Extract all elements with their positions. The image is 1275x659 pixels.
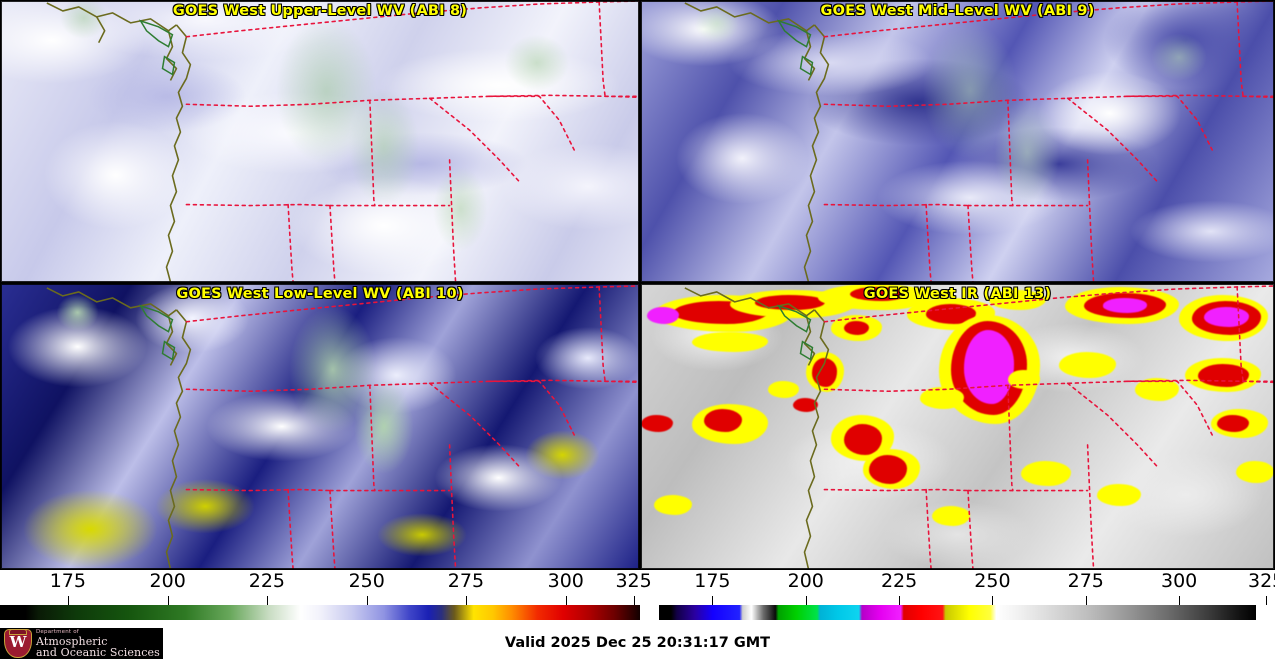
wv-tick-label-175: 175 bbox=[49, 570, 86, 592]
wv-tick-label-225: 225 bbox=[248, 570, 286, 592]
panel-grid: GOES West Upper-Level WV (ABI 8) bbox=[0, 0, 1275, 570]
ir-tick-label-225: 225 bbox=[880, 570, 918, 592]
ir-tick-label-250: 250 bbox=[974, 570, 1011, 592]
panel-mid-wv[interactable]: GOES West Mid-Level WV (ABI 9) bbox=[640, 0, 1275, 283]
terrain-shading bbox=[1, 284, 639, 569]
satellite-image-upper-wv bbox=[1, 1, 639, 282]
ir-tick-label-175: 175 bbox=[694, 570, 731, 592]
terrain-shading bbox=[1, 1, 639, 282]
wv-colorbar[interactable]: 175 200 225 250 275 300 325 bbox=[0, 570, 652, 628]
wv-tick-label-200: 200 bbox=[149, 570, 186, 592]
ir-colorbar-labels: 175 200 225 250 275 300 325 bbox=[640, 570, 1275, 596]
panel-ir[interactable]: GOES West IR (ABI 13) bbox=[640, 283, 1275, 570]
wv-tick-label-250: 250 bbox=[348, 570, 385, 592]
ir-tick-label-275: 275 bbox=[1067, 570, 1104, 592]
wv-colorbar-labels: 175 200 225 250 275 300 325 bbox=[0, 570, 652, 596]
footer: Valid 2025 Dec 25 20:31:17 GMT W Departm… bbox=[0, 628, 1275, 659]
wv-tick-label-300: 300 bbox=[547, 570, 584, 592]
logo-text-block: Department of Atmospheric and Oceanic Sc… bbox=[36, 628, 162, 659]
ir-colorbar[interactable]: 175 200 225 250 275 300 325 bbox=[640, 570, 1275, 628]
ir-tick-label-200: 200 bbox=[787, 570, 824, 592]
uw-crest-icon: W bbox=[4, 629, 32, 658]
logo-line-1: Atmospheric bbox=[36, 635, 108, 648]
panel-upper-wv[interactable]: GOES West Upper-Level WV (ABI 8) bbox=[0, 0, 640, 283]
valid-time-label: Valid 2025 Dec 25 20:31:17 GMT bbox=[504, 635, 771, 651]
wv-colorbar-gradient bbox=[0, 605, 640, 620]
uw-aos-logo: W Department of Atmospheric and Oceanic … bbox=[0, 628, 163, 659]
logo-department-line: Department of bbox=[36, 629, 79, 635]
terrain-shading bbox=[641, 1, 1274, 282]
ir-tick-label-300: 300 bbox=[1160, 570, 1198, 592]
wv-tick-label-275: 275 bbox=[447, 570, 485, 592]
ir-enhancement-layer bbox=[641, 284, 1274, 569]
colorbar-region: 175 200 225 250 275 300 325 175 200 225 bbox=[0, 570, 1275, 628]
crest-letter: W bbox=[9, 633, 27, 651]
wv-colorbar-ticks bbox=[0, 596, 640, 605]
satellite-image-low-wv bbox=[1, 284, 639, 569]
ir-colorbar-ticks bbox=[640, 596, 1275, 605]
ir-colorbar-gradient bbox=[640, 605, 1275, 620]
panel-low-wv[interactable]: GOES West Low-Level WV (ABI 10) bbox=[0, 283, 640, 570]
ir-tick-label-325: 325 bbox=[1247, 570, 1275, 592]
wv-tick-label-325: 325 bbox=[615, 570, 652, 592]
satellite-image-mid-wv bbox=[641, 1, 1274, 282]
logo-line-2: and Oceanic Sciences bbox=[36, 646, 160, 659]
